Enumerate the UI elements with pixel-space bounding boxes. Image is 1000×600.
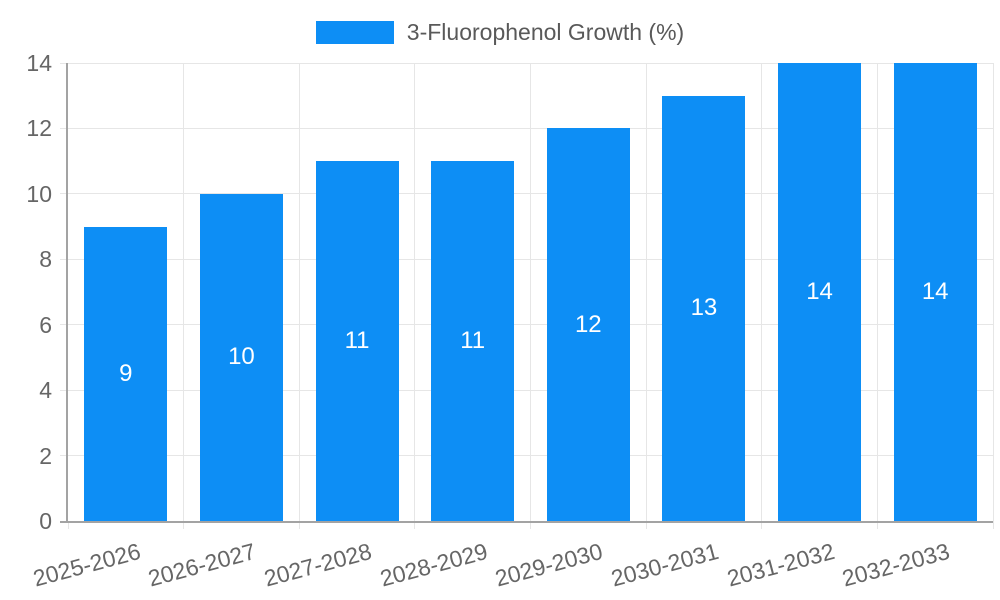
legend-label: 3-Fluorophenol Growth (%)	[406, 19, 685, 45]
bar	[546, 128, 630, 521]
y-tick-mark	[60, 455, 68, 457]
bar	[199, 193, 283, 521]
y-tick-label: 0	[39, 508, 52, 534]
bar-value-label: 14	[921, 278, 949, 305]
gridline-vertical	[992, 63, 994, 521]
y-tick-label: 14	[26, 50, 52, 76]
y-tick-label: 8	[39, 246, 52, 273]
y-tick-mark	[60, 127, 68, 129]
gridline-vertical	[414, 63, 416, 521]
bar-value-label: 12	[574, 310, 602, 338]
legend-item[interactable]: 3-Fluorophenol Growth (%)	[315, 0, 685, 46]
gridline-vertical	[876, 63, 878, 521]
gridline-vertical	[183, 63, 185, 521]
bar-value-label: 10	[228, 343, 255, 371]
x-tick-mark	[992, 521, 994, 529]
bar-value-label: 13	[690, 294, 718, 322]
y-tick-label: 6	[39, 311, 52, 338]
y-tick-mark	[60, 324, 68, 326]
x-tick-mark	[761, 521, 763, 529]
y-axis-line	[66, 63, 68, 523]
y-tick-mark	[60, 258, 68, 260]
x-tick-mark	[876, 521, 878, 529]
x-axis-line	[60, 521, 993, 523]
y-tick-label: 10	[26, 180, 52, 207]
bar	[315, 161, 399, 521]
legend: 3-Fluorophenol Growth (%)	[0, 0, 1000, 46]
x-tick-mark	[645, 521, 647, 529]
y-tick-mark	[60, 193, 68, 195]
x-tick-mark	[530, 521, 531, 529]
y-tick-mark	[60, 62, 68, 64]
y-tick-label: 2	[39, 442, 52, 469]
bar	[662, 95, 746, 521]
bar	[84, 226, 168, 521]
gridline-vertical	[298, 63, 300, 521]
y-tick-mark	[60, 389, 68, 391]
gridline-vertical	[645, 63, 647, 521]
x-tick-mark	[183, 521, 185, 529]
bar-value-label: 11	[460, 327, 486, 355]
gridline-vertical	[761, 63, 763, 521]
y-tick-label: 12	[26, 115, 52, 142]
x-tick-mark	[67, 521, 69, 529]
bar-value-label: 14	[806, 278, 833, 305]
bar	[778, 63, 862, 521]
bar	[431, 161, 515, 521]
legend-swatch-icon	[315, 21, 394, 44]
x-tick-mark	[298, 521, 300, 529]
bar-value-label: 9	[119, 359, 133, 387]
gridline-vertical	[530, 63, 531, 521]
bar	[893, 63, 977, 521]
y-tick-label: 4	[39, 377, 52, 404]
bar-value-label: 11	[344, 327, 370, 355]
x-tick-mark	[414, 521, 416, 529]
